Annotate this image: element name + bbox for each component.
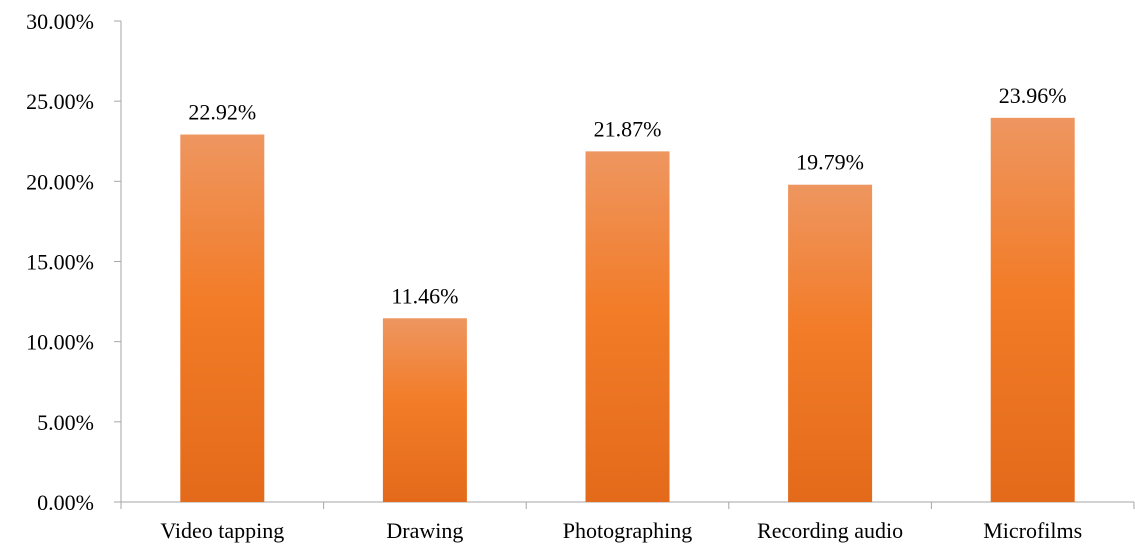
bar (990, 117, 1075, 502)
bar-value-label: 22.92% (188, 100, 256, 125)
y-tick-label: 25.00% (26, 89, 94, 114)
category-label: Video tapping (160, 518, 284, 543)
bar (788, 184, 873, 503)
category-labels: Video tapping Drawing Photographing Recordi… (160, 518, 1082, 543)
y-tick-label: 30.00% (26, 9, 94, 34)
y-tick-label: 15.00% (26, 250, 94, 275)
bar (585, 151, 670, 502)
category-label: Recording audio (757, 518, 903, 543)
y-tick-label: 0.00% (37, 490, 94, 515)
bar (382, 318, 467, 502)
bar (180, 134, 265, 503)
bar-value-label: 21.87% (594, 116, 662, 141)
category-label: Drawing (386, 518, 463, 543)
bar-value-label: 11.46% (391, 283, 458, 308)
data-labels: 22.92% 11.46% 21.87% 19.79% 23.96% (188, 83, 1066, 308)
y-axis-ticks: 0.00% 5.00% 10.00% 15.00% 20.00% 25.00% 30.00% (26, 9, 1135, 515)
y-tick-label: 20.00% (26, 169, 94, 194)
category-label: Photographing (563, 518, 693, 543)
bar-value-label: 19.79% (796, 150, 864, 175)
bars (180, 117, 1075, 503)
category-label: Microfilms (983, 518, 1082, 543)
y-tick-label: 5.00% (37, 410, 94, 435)
y-tick-label: 10.00% (26, 330, 94, 355)
bar-value-label: 23.96% (999, 83, 1067, 108)
